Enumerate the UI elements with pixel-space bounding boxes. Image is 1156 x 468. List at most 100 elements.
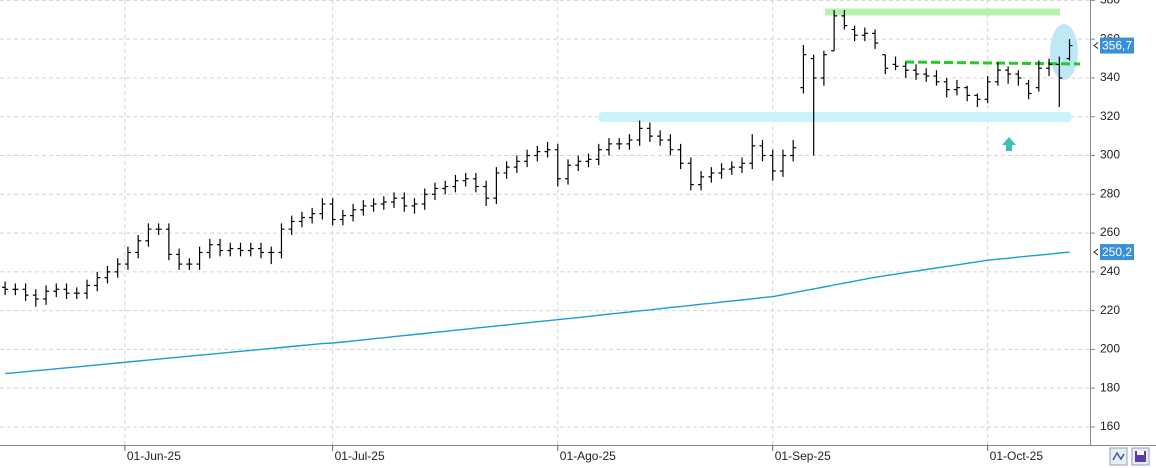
zoom-icon [1112, 451, 1125, 461]
ohlc-bar [790, 139, 797, 162]
ohlc-bar [319, 198, 326, 220]
ohlc-bar [698, 171, 705, 191]
y-tick-label: 340 [1100, 70, 1120, 84]
ohlc-bar [53, 283, 60, 298]
ohlc-bar [964, 85, 971, 102]
annotations [598, 8, 1081, 151]
ohlc-bar [872, 29, 879, 49]
ohlc-bar [605, 138, 612, 156]
ohlc-bar [953, 79, 960, 96]
ohlc-bar [452, 174, 459, 193]
ohlc-bar [749, 134, 756, 170]
ohlc-bar [984, 76, 991, 104]
ohlc-bar [1025, 79, 1032, 100]
ohlc-bar [667, 134, 674, 156]
ohlc-bar [503, 161, 510, 179]
y-tick-label: 240 [1100, 264, 1120, 278]
ohlc-bar [831, 10, 838, 52]
ohlc-bar [63, 283, 70, 299]
x-axis-panel [0, 445, 1156, 468]
ohlc-bar [462, 172, 469, 187]
ohlc-bar [554, 143, 561, 187]
y-tick-label: 280 [1100, 186, 1120, 200]
ohlc-bar [718, 163, 725, 179]
x-tick-label: 01-Ago-25 [560, 449, 616, 463]
ohlc-bar [575, 155, 582, 172]
ohlc-bar [391, 192, 398, 208]
dashed-level [904, 60, 1081, 66]
ohlc-bar [360, 200, 367, 216]
ohlc-bar [278, 223, 285, 259]
ohlc-bar [206, 238, 213, 259]
ohlc-bar [247, 242, 254, 257]
ohlc-bar [841, 10, 848, 30]
price-label-box [1100, 37, 1134, 54]
x-tick-label: 01-Oct-25 [990, 449, 1044, 463]
y-axis-panel [1090, 0, 1156, 445]
ohlc-bar [646, 122, 653, 142]
ohlc-bar [851, 25, 858, 42]
price-label: 250,2 [1102, 245, 1132, 259]
y-tick-label: 320 [1100, 109, 1120, 123]
y-tick-label: 260 [1100, 225, 1120, 239]
ohlc-bar [759, 139, 766, 162]
ohlc-bar [237, 242, 244, 257]
ohlc-bar [370, 198, 377, 212]
ohlc-bar [257, 242, 264, 259]
ohlc-bar [513, 155, 520, 173]
ohlc-bar [32, 289, 39, 307]
ohlc-bar [155, 223, 162, 236]
ohlc-bar [196, 246, 203, 270]
ohlc-bar [401, 192, 408, 212]
toolbar [1109, 447, 1150, 466]
ohlc-bar [176, 248, 183, 270]
ohlc-bar [892, 56, 899, 71]
price-pointer [1093, 42, 1099, 49]
ohlc-bar [339, 209, 346, 226]
x-tick-label: 01-Jul-25 [335, 449, 385, 463]
ohlc-bar [677, 143, 684, 170]
ohlc-bar [472, 172, 479, 193]
y-tick-label: 300 [1100, 148, 1120, 162]
ohlc-bar [1005, 66, 1012, 84]
ohlc-bar [227, 242, 234, 257]
plot [2, 10, 1073, 375]
ohlc-bar [585, 153, 592, 168]
ohlc-bar [329, 198, 336, 226]
save-icon [1135, 451, 1146, 462]
ohlc-bar [22, 283, 29, 301]
price-label-box [1100, 244, 1134, 261]
price-pointer [1093, 248, 1099, 256]
ohlc-bar [913, 64, 920, 80]
ohlc-bar [83, 279, 90, 299]
ohlc-bar [902, 62, 909, 78]
ohlc-bar [657, 130, 664, 146]
ohlc-bar [217, 238, 224, 257]
axes: 16018020022024026028030032034036038001-J… [124, 0, 1134, 463]
ohlc-bar [544, 141, 551, 158]
ohlc-bar [350, 203, 357, 222]
y-tick-label: 180 [1100, 380, 1120, 394]
ohlc-bar [298, 211, 305, 228]
ohlc-bar [309, 207, 316, 224]
y-tick-label: 160 [1100, 419, 1120, 433]
ohlc-bar [739, 157, 746, 173]
ohlc-bar [268, 246, 275, 265]
ohlc-bar [943, 77, 950, 98]
ohlc-bar [626, 134, 633, 150]
ohlc-bar [1015, 70, 1022, 86]
ohlc-bar [104, 266, 111, 284]
ohlc-bar [1066, 39, 1073, 61]
save-icon-label [1137, 451, 1144, 455]
ohlc-bar [595, 143, 602, 166]
ohlc-bar [288, 215, 295, 236]
support-band [598, 112, 1072, 122]
ohlc-bar [616, 138, 623, 150]
ohlc-bar [186, 258, 193, 270]
ohlc-bar [769, 149, 776, 181]
ohlc-bar [861, 27, 868, 42]
ohlc-bar [411, 198, 418, 214]
price-label: 356,7 [1102, 39, 1132, 53]
ohlc-bar [442, 180, 449, 195]
